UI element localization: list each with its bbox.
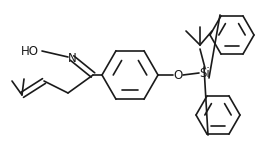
Text: N: N — [68, 52, 76, 65]
Text: Si: Si — [200, 67, 210, 80]
Text: HO: HO — [21, 45, 39, 58]
Text: O: O — [173, 69, 183, 82]
